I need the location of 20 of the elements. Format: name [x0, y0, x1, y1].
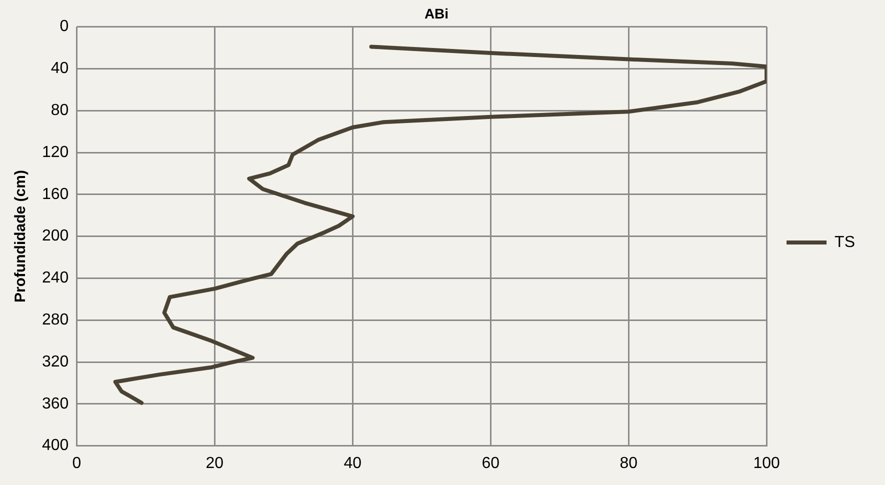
y-tick-label: 400	[42, 437, 69, 454]
y-tick-label: 360	[42, 395, 69, 412]
y-tick-label: 200	[42, 228, 69, 245]
y-tick-label: 240	[42, 270, 69, 287]
x-tick-label: 20	[206, 454, 224, 472]
legend-label: TS	[834, 234, 856, 251]
y-axis-title: Profundidade (cm)	[12, 170, 30, 303]
y-tick-label: 120	[42, 144, 69, 161]
x-tick-label: 40	[344, 454, 362, 472]
y-tick-label: 40	[50, 60, 69, 78]
y-tick-label: 160	[42, 186, 69, 203]
x-tick-label: 0	[72, 454, 82, 472]
chart-title: ABi	[424, 5, 449, 22]
y-tick-label: 80	[50, 102, 69, 120]
x-tick-label: 60	[482, 454, 500, 472]
x-tick-label: 100	[753, 454, 780, 472]
y-tick-label: 320	[42, 353, 69, 370]
y-tick-label: 280	[42, 312, 69, 329]
x-tick-label: 80	[620, 454, 638, 472]
y-tick-label: 0	[60, 18, 69, 36]
